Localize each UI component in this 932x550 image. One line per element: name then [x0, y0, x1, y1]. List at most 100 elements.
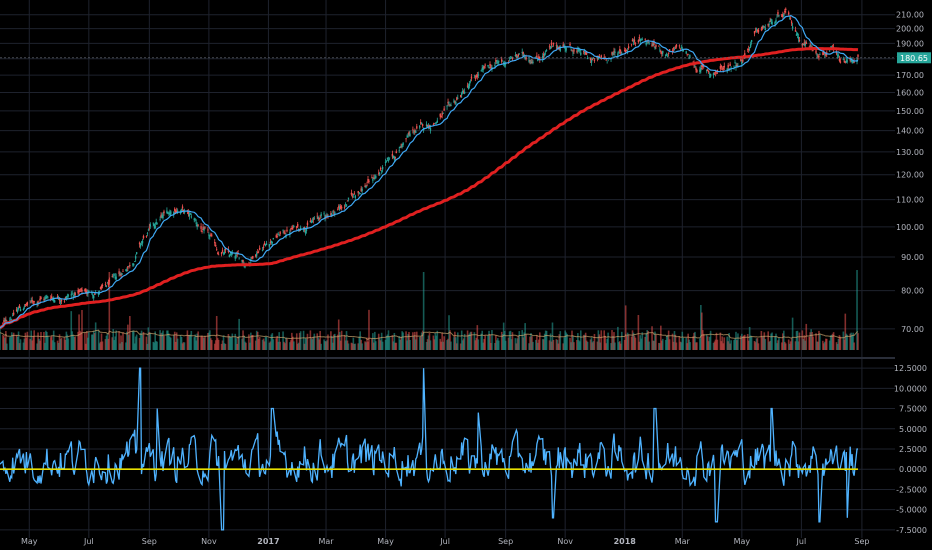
volume-bar: [147, 327, 150, 350]
candle-body: [626, 50, 629, 52]
candle-body: [466, 85, 469, 87]
candle-body: [365, 185, 367, 188]
candle-body: [700, 67, 702, 71]
volume-bar: [612, 336, 614, 350]
candle-body: [722, 68, 724, 70]
candle-body: [685, 51, 687, 54]
volume-bar: [460, 330, 463, 350]
candle-body: [789, 17, 792, 19]
candle-body: [470, 76, 473, 79]
candle-body: [621, 53, 623, 54]
volume-bar: [455, 337, 457, 350]
volume-bar: [852, 332, 854, 350]
candle-body: [551, 46, 554, 48]
candle-body: [44, 298, 46, 299]
volume-bar: [655, 334, 657, 350]
volume-bar: [305, 338, 308, 350]
volume-bar: [613, 332, 615, 350]
candle-body: [784, 11, 786, 13]
candle-body: [174, 210, 177, 213]
candle-body: [63, 300, 66, 302]
candle-body: [462, 91, 465, 93]
candle-body: [238, 258, 240, 260]
candle-body: [414, 130, 416, 133]
volume-bar: [393, 332, 396, 350]
time-axis[interactable]: May Jul Sep Nov 2017 Mar May Jul Sep Nov 2018 Mar Ma…: [21, 537, 869, 546]
volume-bar: [195, 340, 197, 350]
candle-body: [244, 265, 246, 268]
volume-bar: [59, 338, 62, 350]
volume-bar: [272, 339, 275, 350]
candle-body: [617, 53, 619, 56]
volume-ma-line: [0, 329, 859, 341]
price-tick-label: 80.00: [901, 287, 924, 296]
candle-body: [708, 73, 711, 75]
volume-bar: [251, 334, 253, 350]
volume-bar: [597, 330, 600, 350]
volume-bar: [644, 336, 647, 350]
volume-bar: [565, 332, 567, 350]
candle-body: [719, 66, 722, 69]
volume-bar: [489, 334, 491, 350]
volume-bar: [420, 332, 423, 350]
candle-body: [50, 298, 52, 300]
volume-bar: [317, 337, 320, 350]
candle-body: [853, 61, 855, 63]
candle-body: [838, 58, 841, 61]
candle-body: [434, 122, 437, 124]
candle-body: [319, 215, 321, 217]
volume-bar: [58, 334, 61, 350]
candle-body: [747, 48, 750, 51]
volume-bar: [778, 337, 780, 350]
time-tick-label: May: [21, 537, 38, 546]
candle-body: [161, 215, 163, 218]
volume-bar: [398, 336, 401, 350]
volume-bar: [824, 338, 827, 350]
volume-bar: [268, 342, 271, 350]
candle-body: [127, 266, 129, 269]
candle-body: [729, 63, 731, 67]
candle-body: [760, 29, 763, 31]
volume-bar: [279, 341, 281, 350]
candle-body: [637, 40, 640, 42]
oscillator-axis[interactable]: 12.5000 10.0000 7.5000 5.0000 2.5000 0.0000 -2…: [894, 364, 927, 535]
candle-body: [29, 300, 31, 302]
volume-bar: [456, 343, 458, 350]
volume-bar: [735, 331, 737, 350]
volume-bar: [521, 330, 524, 350]
candle-body: [735, 64, 737, 68]
volume-bar: [85, 343, 87, 350]
candle-body: [668, 49, 671, 52]
candle-body: [536, 55, 538, 58]
candle-body: [333, 212, 335, 214]
volume-bar: [167, 330, 169, 350]
volume-bar: [204, 335, 206, 350]
volume-bar: [712, 342, 715, 350]
candle-body: [399, 146, 401, 148]
candle-body: [97, 292, 100, 295]
volume-bar: [265, 336, 268, 350]
candle-body: [357, 191, 359, 194]
candle-body: [654, 46, 656, 49]
candle-body: [857, 54, 859, 57]
volume-bar: [783, 330, 785, 350]
volume-bar: [291, 332, 293, 350]
volume-bar: [843, 339, 846, 350]
volume-bar: [242, 330, 244, 350]
volume-bar: [80, 332, 82, 350]
volume-bar: [461, 340, 464, 350]
candle-body: [777, 12, 779, 15]
volume-bar: [524, 323, 526, 350]
candle-body: [148, 226, 151, 228]
candle-body: [208, 234, 210, 236]
volume-bar: [343, 334, 346, 350]
volume-bar: [569, 337, 571, 350]
candle-body: [108, 279, 111, 282]
volume-bar: [762, 336, 765, 350]
candle-body: [78, 289, 80, 293]
candle-body: [496, 61, 498, 63]
candle-body: [252, 256, 254, 259]
candle-body: [242, 260, 244, 262]
volume-bar: [311, 339, 314, 350]
